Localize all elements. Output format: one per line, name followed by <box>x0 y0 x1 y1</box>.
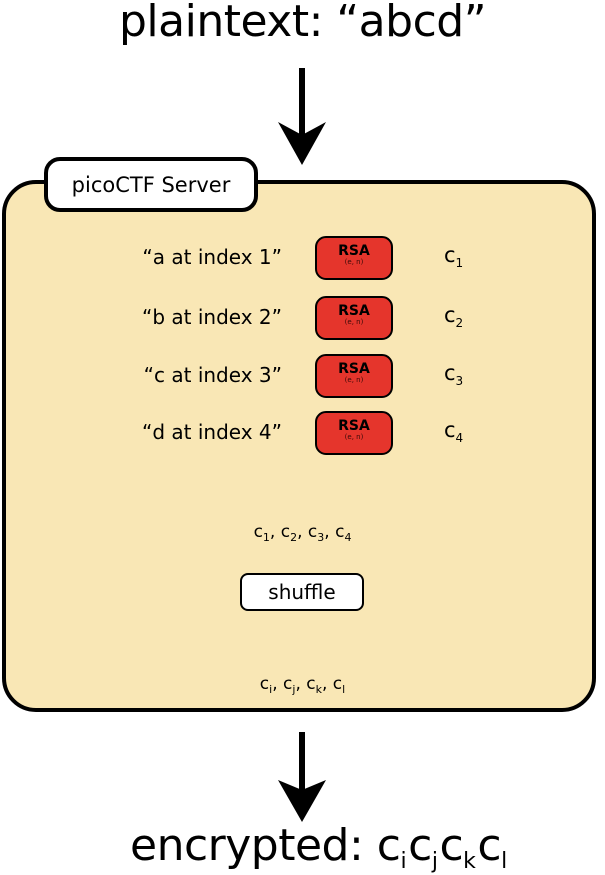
cipher-subscript: j <box>431 849 438 874</box>
cipher-subscript: j <box>292 683 296 696</box>
cipher-subscript: i <box>400 849 407 874</box>
rsa-box-2: RSA (e, n) <box>315 296 393 340</box>
cipher-symbol: c <box>332 674 343 694</box>
rsa-key-label: (e, n) <box>344 376 364 384</box>
plaintext-title: plaintext: “abcd” <box>119 0 486 47</box>
cipher-output-1: c1 <box>444 243 463 270</box>
rsa-label: RSA <box>338 418 370 434</box>
arrow-server-to-encrypted <box>278 732 326 822</box>
shuffle-box: shuffle <box>240 573 364 611</box>
cipher-symbol: c <box>307 522 318 542</box>
rsa-label: RSA <box>338 361 370 377</box>
cipher-symbol: c <box>280 522 291 542</box>
cipher-subscript: 2 <box>455 316 464 330</box>
cipher-symbol: c <box>444 243 456 267</box>
cipher-subscript: 4 <box>455 431 464 445</box>
row-text-4: “d at index 4” <box>141 420 282 444</box>
cipher-symbol: c <box>444 303 456 327</box>
separator: , <box>295 674 307 694</box>
cipher-output-2: c2 <box>444 303 463 330</box>
server-box <box>2 180 596 712</box>
separator: , <box>321 674 333 694</box>
cipher-subscript: k <box>315 683 322 696</box>
rsa-key-label: (e, n) <box>344 318 364 326</box>
cipher-symbol: c <box>408 820 432 871</box>
separator: , <box>269 522 281 542</box>
cipher-subscript: k <box>463 849 476 874</box>
separator: , <box>272 674 284 694</box>
cipher-list: c1, c2, c3, c4 <box>0 522 605 544</box>
rsa-key-label: (e, n) <box>344 433 364 441</box>
rsa-box-1: RSA (e, n) <box>315 236 393 280</box>
shuffled-cipher-list: ci, cj, ck, cl <box>0 674 605 696</box>
cipher-output-4: c4 <box>444 418 463 445</box>
rsa-key-label: (e, n) <box>344 258 364 266</box>
cipher-symbol: c <box>444 361 456 385</box>
cipher-symbol: c <box>335 522 345 542</box>
cipher-symbol: c <box>283 674 293 694</box>
cipher-subscript: 2 <box>290 531 298 544</box>
cipher-subscript: 1 <box>455 256 464 270</box>
separator: , <box>297 522 308 542</box>
rsa-box-3: RSA (e, n) <box>315 354 393 398</box>
row-text-1: “a at index 1” <box>142 245 282 269</box>
cipher-symbol: c <box>306 674 316 694</box>
cipher-symbol: c <box>259 674 270 694</box>
rsa-label: RSA <box>338 303 370 319</box>
cipher-subscript: 3 <box>317 531 325 544</box>
row-text-2: “b at index 2” <box>141 305 282 329</box>
cipher-subscript: l <box>501 849 507 874</box>
row-text-3: “c at index 3” <box>143 363 282 387</box>
encrypted-label: encrypted: <box>130 820 377 871</box>
cipher-subscript: l <box>342 683 346 696</box>
cipher-subscript: 3 <box>455 374 464 388</box>
cipher-symbol: c <box>439 820 464 871</box>
cipher-subscript: 1 <box>262 531 270 544</box>
cipher-symbol: c <box>376 820 401 871</box>
rsa-label: RSA <box>338 243 370 259</box>
cipher-subscript: i <box>269 683 273 696</box>
separator: , <box>324 522 336 542</box>
server-label: picoCTF Server <box>44 157 258 212</box>
rsa-box-4: RSA (e, n) <box>315 411 393 455</box>
arrow-plaintext-to-server <box>278 68 326 165</box>
cipher-symbol: c <box>253 522 263 542</box>
cipher-subscript: 4 <box>344 531 352 544</box>
encrypted-output: encrypted: cicjckcl <box>130 820 509 874</box>
cipher-symbol: c <box>444 418 456 442</box>
cipher-output-3: c3 <box>444 361 463 388</box>
cipher-symbol: c <box>477 820 502 871</box>
